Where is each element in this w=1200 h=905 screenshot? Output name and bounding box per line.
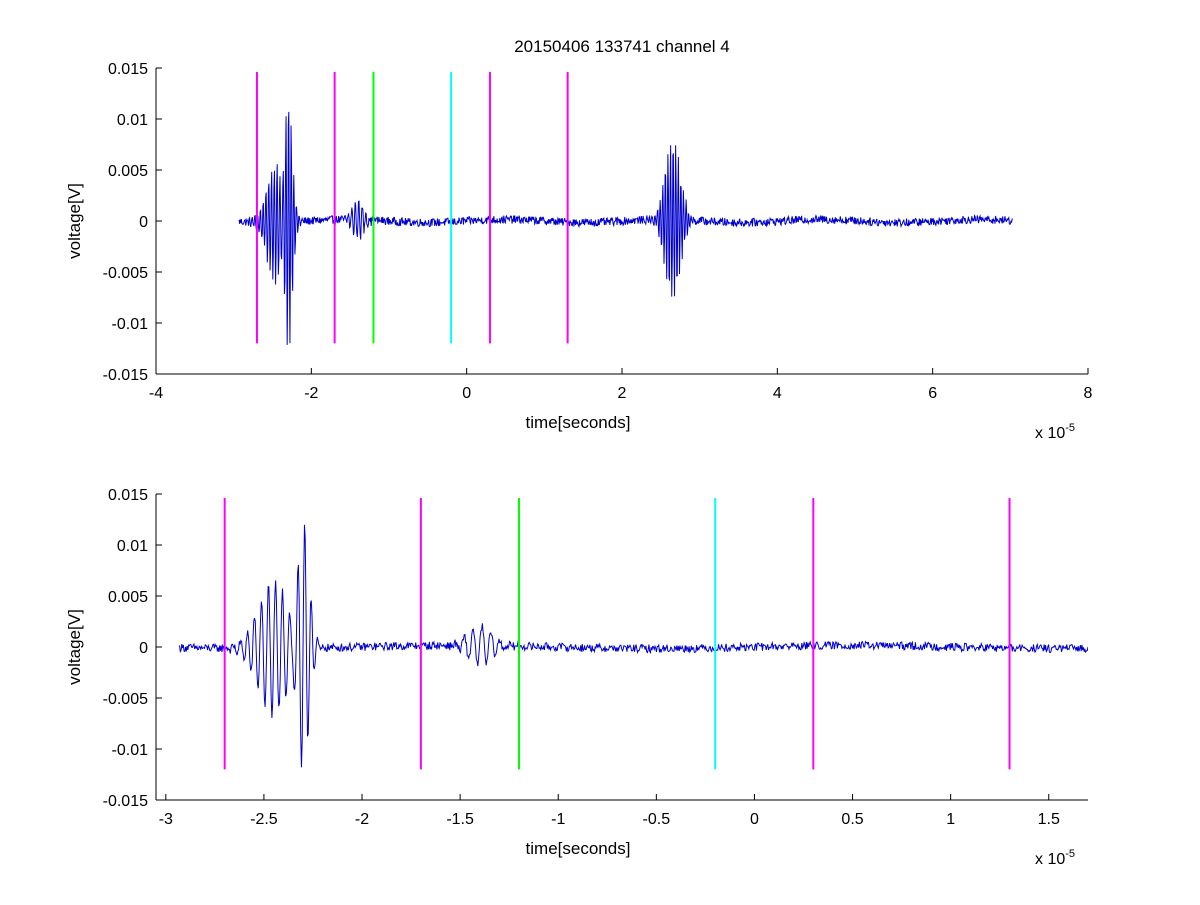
x-tick-label: 0.5 <box>841 811 863 828</box>
y-tick-label: -0.01 <box>112 316 149 333</box>
x-tick-label: -1 <box>551 811 565 828</box>
x-tick-label: 1 <box>946 811 955 828</box>
y-tick-label: 0.005 <box>108 163 148 180</box>
plot-panel-1: -4 -2 0 2 4 6 8 0.015 0.01 0.005 0 -0.005 -0.01 -0.01… <box>65 37 1093 442</box>
x-tick-label: -2.5 <box>250 811 278 828</box>
y-tick-label: 0.015 <box>108 61 148 78</box>
y-tick-label: -0.015 <box>103 367 148 384</box>
signal-trace <box>238 111 1014 345</box>
y-tick-label: 0.01 <box>117 538 148 555</box>
y-tick-label: 0.005 <box>108 589 148 606</box>
y-tick-label: 0 <box>139 214 148 231</box>
x-tick-label: 1.5 <box>1038 811 1060 828</box>
plot-panel-2: -3 -2.5 -2 -1.5 -1 -0.5 0 0.5 1 1.5 0.015 0.01 0.005… <box>65 487 1088 868</box>
x-tick-label: -0.5 <box>643 811 671 828</box>
chart-title: 20150406 133741 channel 4 <box>514 37 730 56</box>
x-tick-label: 6 <box>928 385 937 402</box>
signal-trace <box>179 524 1088 768</box>
x-axis-label: time[seconds] <box>526 839 631 858</box>
x-tick-label: 2 <box>618 385 627 402</box>
x-tick-label: -1.5 <box>446 811 474 828</box>
x-tick-label: 4 <box>773 385 782 402</box>
y-tick-label: -0.005 <box>103 691 148 708</box>
x-tick-label: -2 <box>304 385 318 402</box>
x-tick-label: -3 <box>159 811 173 828</box>
x-axis-label: time[seconds] <box>526 413 631 432</box>
y-tick-label: 0 <box>139 640 148 657</box>
y-axis-label: voltage[V] <box>65 183 84 259</box>
y-tick-label: -0.005 <box>103 265 148 282</box>
y-axis-label: voltage[V] <box>65 609 84 685</box>
x-tick-label: 0 <box>462 385 471 402</box>
x-exponent-label: x 10-5 <box>1035 422 1075 442</box>
y-tick-label: 0.015 <box>108 487 148 504</box>
x-tick-label: -2 <box>355 811 369 828</box>
y-tick-label: -0.015 <box>103 793 148 810</box>
x-tick-label: 8 <box>1084 385 1093 402</box>
x-exponent-label: x 10-5 <box>1035 848 1075 868</box>
y-tick-label: 0.01 <box>117 112 148 129</box>
x-tick-label: 0 <box>750 811 759 828</box>
x-tick-label: -4 <box>149 385 163 402</box>
y-tick-label: -0.01 <box>112 742 149 759</box>
